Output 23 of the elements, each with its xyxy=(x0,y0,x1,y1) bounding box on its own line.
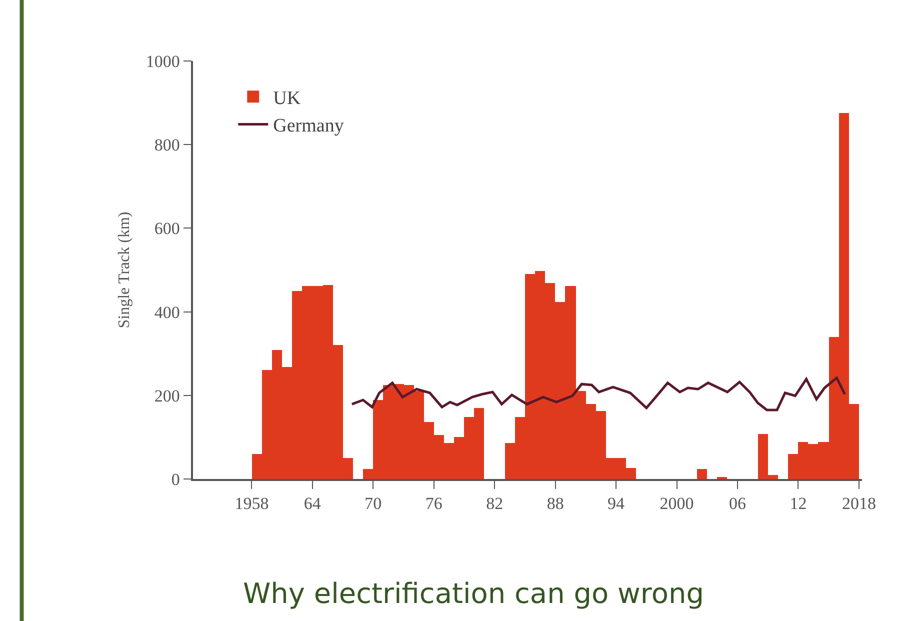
y-tick-label: 0 xyxy=(171,470,180,489)
legend-label: Germany xyxy=(273,116,344,137)
x-tick-label: 64 xyxy=(304,494,322,514)
x-tick-label: 82 xyxy=(486,494,504,514)
x-tick-label: 06 xyxy=(729,494,746,514)
bar xyxy=(697,469,707,479)
x-tick-label: 88 xyxy=(546,494,564,514)
y-tick-label: 800 xyxy=(154,136,180,155)
x-tick-label: 2018 xyxy=(842,494,876,514)
x-tick-label: 76 xyxy=(425,494,442,514)
y-tick-label: 200 xyxy=(154,386,180,406)
x-tick-label: 1958 xyxy=(234,494,269,514)
x-tick-label: 2000 xyxy=(660,494,694,514)
legend-label: UK xyxy=(273,88,301,109)
text: Why electrification can go wrong xyxy=(243,577,704,610)
y-tick-label: 1000 xyxy=(146,52,180,71)
x-tick-label: 70 xyxy=(364,494,382,514)
x-tick-label: 12 xyxy=(790,494,807,514)
y-tick-label: 600 xyxy=(154,219,180,238)
y-tick-label: 400 xyxy=(154,302,180,322)
y-axis-title: Single Track (km) xyxy=(116,212,134,328)
line-series xyxy=(350,376,846,412)
x-tick-label: 94 xyxy=(608,494,626,514)
